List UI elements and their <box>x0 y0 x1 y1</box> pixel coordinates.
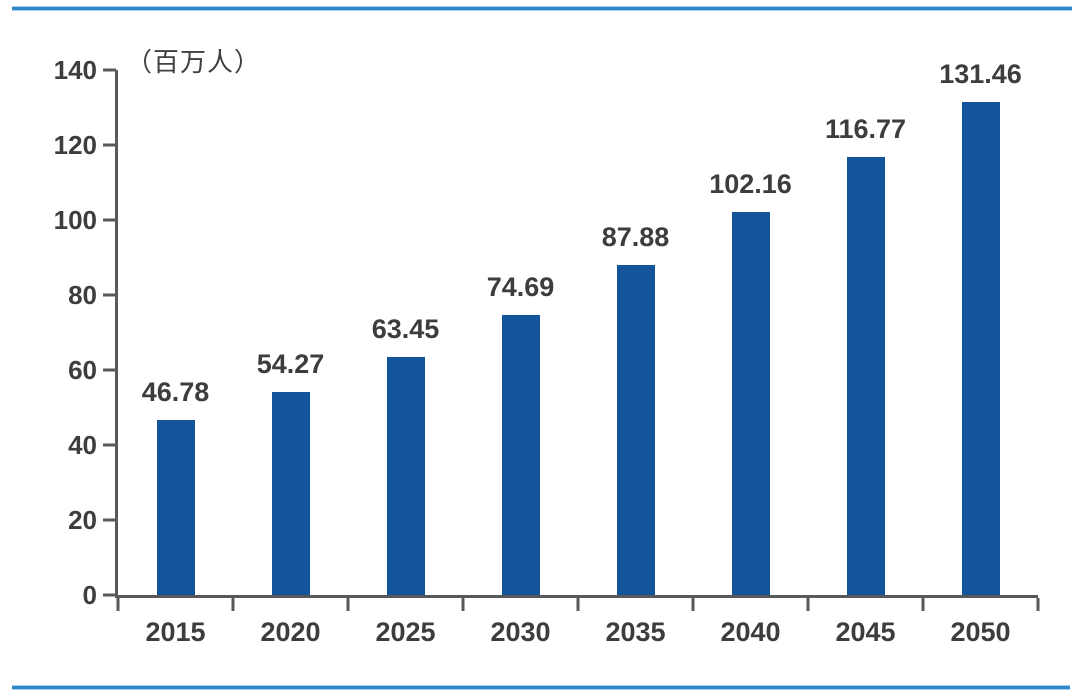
x-tick-mark <box>116 598 120 611</box>
bar-value-label: 102.16 <box>709 168 792 199</box>
x-tick-mark <box>346 598 350 611</box>
bar-2030 <box>501 314 540 595</box>
y-tick-mark: 60 <box>68 355 116 385</box>
bar-slot-2020: 54.27 2020 <box>233 70 348 648</box>
y-tick-mark: 0 <box>83 580 116 610</box>
bar-2015 <box>156 419 195 595</box>
x-tick-mark <box>806 598 810 611</box>
top-divider-line <box>12 6 1072 11</box>
x-tick-mark <box>461 598 465 611</box>
bar-2050 <box>961 102 1000 595</box>
bar-value-label: 54.27 <box>256 348 325 379</box>
x-tick-label: 2015 <box>145 617 206 647</box>
bar-slot-2025: 63.45 2025 <box>348 70 463 647</box>
bar-2040 <box>731 211 770 595</box>
y-tick-mark: 120 <box>54 130 116 160</box>
plot-area: 0 20 40 60 80 100 120 140 46.78 2015 54.27 2020 63.4… <box>54 55 1040 648</box>
bar-2020 <box>271 391 310 595</box>
y-tick-label: 80 <box>68 279 97 310</box>
x-tick-label: 2025 <box>375 617 436 647</box>
bar-slot-2030: 74.69 2030 <box>463 70 578 647</box>
y-tick-mark: 100 <box>54 205 116 235</box>
y-tick-mark: 80 <box>68 280 116 310</box>
bar-slot-2015: 46.78 2015 <box>118 70 233 647</box>
bar-2025 <box>386 357 425 595</box>
x-tick-mark <box>231 598 235 611</box>
x-tick-mark <box>1036 598 1040 611</box>
bar-value-label: 63.45 <box>371 314 440 345</box>
bar-value-label: 87.88 <box>601 222 670 253</box>
bar-value-label: 74.69 <box>486 271 555 302</box>
x-tick-mark <box>921 598 925 611</box>
y-tick-label: 140 <box>53 54 97 85</box>
x-tick-mark <box>576 598 580 611</box>
bar-value-label: 46.78 <box>141 376 210 407</box>
y-tick-label: 20 <box>68 504 97 535</box>
x-tick-label: 2030 <box>490 617 551 647</box>
bar-2035 <box>616 265 655 595</box>
y-tick-mark: 140 <box>54 55 116 85</box>
y-tick-label: 100 <box>53 204 97 235</box>
x-tick-label: 2020 <box>260 617 321 647</box>
bar-slot-2035: 87.88 2035 <box>578 70 693 647</box>
y-tick-label: 0 <box>82 579 97 610</box>
bar-slot-2050: 131.46 2050 <box>923 59 1038 647</box>
x-tick-label: 2040 <box>720 617 781 647</box>
y-tick-label: 40 <box>68 429 97 460</box>
bar-slot-2045: 116.77 2045 <box>808 70 923 647</box>
y-axis-unit-label: （百万人） <box>126 47 262 77</box>
y-tick-label: 120 <box>53 129 97 160</box>
x-tick-label: 2050 <box>950 617 1011 647</box>
y-tick-label: 60 <box>68 354 97 385</box>
bar-2045 <box>846 157 885 595</box>
bar-slot-2040: 102.16 2040 <box>693 70 808 647</box>
bar-value-label: 116.77 <box>824 114 907 145</box>
x-tick-mark <box>691 598 695 611</box>
bar-value-label: 131.46 <box>939 59 1022 90</box>
y-tick-mark: 40 <box>68 430 116 460</box>
x-tick-label: 2035 <box>605 617 666 647</box>
x-tick-label: 2045 <box>835 617 896 647</box>
bottom-divider-line <box>12 685 1070 690</box>
y-tick-mark: 20 <box>68 505 116 535</box>
